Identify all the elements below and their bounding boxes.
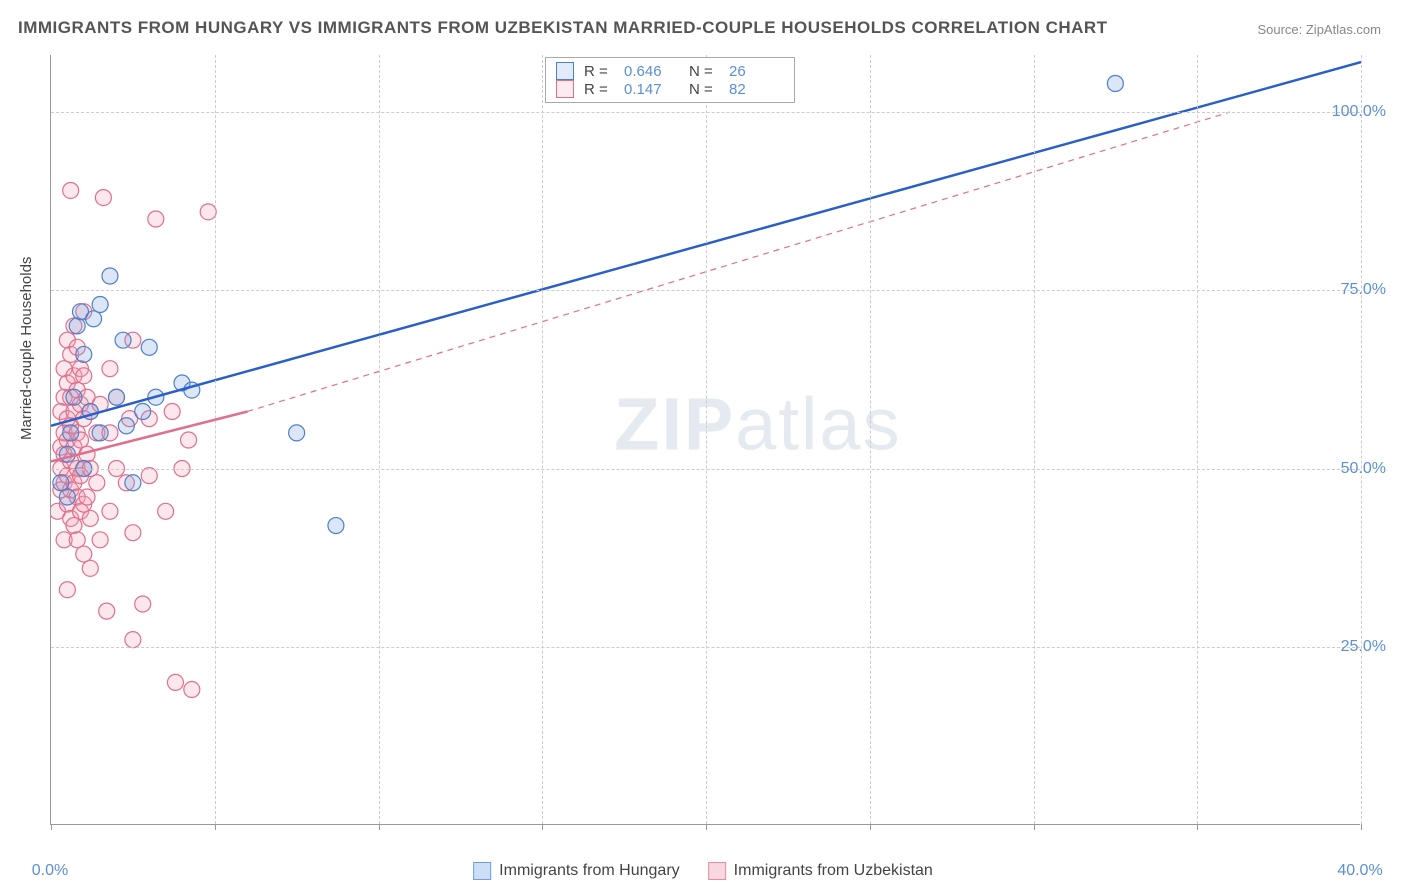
gridline-vertical — [542, 55, 543, 824]
data-point — [1107, 76, 1123, 92]
data-point — [102, 268, 118, 284]
x-tick — [542, 824, 543, 830]
legend-swatch — [473, 862, 491, 880]
data-point — [184, 682, 200, 698]
gridline-vertical — [870, 55, 871, 824]
data-point — [76, 346, 92, 362]
x-tick-label: 0.0% — [32, 862, 68, 880]
source-label: Source: — [1257, 22, 1305, 37]
x-tick-label: 40.0% — [1337, 862, 1382, 880]
data-point — [69, 318, 85, 334]
chart-container: IMMIGRANTS FROM HUNGARY VS IMMIGRANTS FR… — [0, 0, 1406, 892]
correlation-legend-row: R = 0.646 N = 26 — [556, 62, 784, 80]
x-tick — [1361, 824, 1362, 830]
r-value: 0.646 — [624, 63, 679, 80]
data-point — [76, 546, 92, 562]
legend-label: Immigrants from Uzbekistan — [734, 862, 933, 880]
gridline-vertical — [379, 55, 380, 824]
data-point — [79, 489, 95, 505]
y-tick-label: 50.0% — [1341, 460, 1386, 478]
data-point — [164, 403, 180, 419]
x-tick — [215, 824, 216, 830]
n-label: N = — [689, 81, 719, 98]
data-point — [95, 190, 111, 206]
x-tick — [1197, 824, 1198, 830]
data-point — [148, 211, 164, 227]
source-attribution: Source: ZipAtlas.com — [1257, 22, 1381, 37]
series-legend-item: Immigrants from Hungary — [473, 862, 680, 880]
data-point — [99, 603, 115, 619]
data-point — [328, 518, 344, 534]
data-point — [181, 432, 197, 448]
data-point — [59, 582, 75, 598]
x-tick — [51, 824, 52, 830]
x-tick — [706, 824, 707, 830]
data-point — [141, 468, 157, 484]
series-legend-item: Immigrants from Uzbekistan — [708, 862, 933, 880]
data-point — [89, 475, 105, 491]
chart-title: IMMIGRANTS FROM HUNGARY VS IMMIGRANTS FR… — [18, 18, 1108, 38]
gridline-vertical — [215, 55, 216, 824]
y-tick-label: 25.0% — [1341, 638, 1386, 656]
data-point — [141, 339, 157, 355]
x-tick — [379, 824, 380, 830]
y-tick-label: 100.0% — [1332, 103, 1386, 121]
data-point — [92, 532, 108, 548]
gridline-vertical — [1197, 55, 1198, 824]
n-value: 82 — [729, 81, 784, 98]
legend-swatch — [556, 62, 574, 80]
gridline-vertical — [1034, 55, 1035, 824]
legend-label: Immigrants from Hungary — [499, 862, 680, 880]
r-label: R = — [584, 63, 614, 80]
correlation-legend-row: R = 0.147 N = 82 — [556, 80, 784, 98]
data-point — [63, 182, 79, 198]
data-point — [63, 425, 79, 441]
n-label: N = — [689, 63, 719, 80]
data-point — [118, 418, 134, 434]
data-point — [135, 596, 151, 612]
data-point — [59, 489, 75, 505]
gridline-vertical — [1361, 55, 1362, 824]
data-point — [109, 389, 125, 405]
data-point — [76, 368, 92, 384]
y-tick-label: 75.0% — [1341, 281, 1386, 299]
gridline-vertical — [706, 55, 707, 824]
correlation-legend: R = 0.646 N = 26 R = 0.147 N = 82 — [545, 57, 795, 103]
data-point — [125, 475, 141, 491]
data-point — [102, 503, 118, 519]
data-point — [82, 510, 98, 526]
data-point — [86, 311, 102, 327]
n-value: 26 — [729, 63, 784, 80]
data-point — [167, 674, 183, 690]
r-value: 0.147 — [624, 81, 679, 98]
y-axis-label: Married-couple Households — [18, 257, 35, 440]
legend-swatch — [708, 862, 726, 880]
data-point — [289, 425, 305, 441]
data-point — [82, 560, 98, 576]
data-point — [69, 532, 85, 548]
data-point — [92, 297, 108, 313]
x-tick — [1034, 824, 1035, 830]
data-point — [66, 389, 82, 405]
data-point — [92, 425, 108, 441]
data-point — [125, 525, 141, 541]
data-point — [102, 361, 118, 377]
r-label: R = — [584, 81, 614, 98]
plot-area: ZIPatlas — [50, 55, 1360, 825]
legend-swatch — [556, 80, 574, 98]
data-point — [115, 332, 131, 348]
source-link[interactable]: ZipAtlas.com — [1306, 22, 1381, 37]
series-legend: Immigrants from Hungary Immigrants from U… — [473, 862, 933, 880]
x-tick — [870, 824, 871, 830]
data-point — [66, 518, 82, 534]
data-point — [125, 632, 141, 648]
data-point — [135, 403, 151, 419]
data-point — [53, 475, 69, 491]
data-point — [158, 503, 174, 519]
trend-line-extension — [248, 112, 1231, 411]
